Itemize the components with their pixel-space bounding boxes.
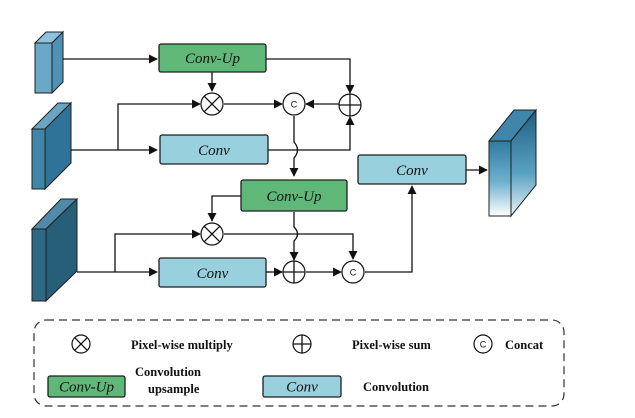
legend-concat-symbol: C xyxy=(480,340,487,350)
concat-op-top: C xyxy=(282,92,306,116)
concat-op-bottom-label: C xyxy=(350,268,357,278)
feature-map-medium xyxy=(30,101,73,191)
connections xyxy=(63,54,488,277)
conv-up-block-top: Conv-Up xyxy=(158,43,267,73)
legend-multiply-label: Pixel-wise multiply xyxy=(131,338,233,352)
conv-up-block-mid-label: Conv-Up xyxy=(267,189,322,205)
legend-conv-up-label-line2: upsample xyxy=(148,382,200,396)
concat-op-top-label: C xyxy=(291,100,298,110)
conv-block-top-label: Conv xyxy=(198,143,230,159)
legend-conv-up-sample-text: Conv-Up xyxy=(59,380,114,396)
conv-up-block-top-label: Conv-Up xyxy=(185,51,240,67)
legend-conv-sample-text: Conv xyxy=(286,380,318,396)
multiply-op-bottom xyxy=(200,222,224,246)
conv-block-top: Conv xyxy=(159,134,269,165)
sum-op-top xyxy=(338,93,362,117)
multiply-op-top xyxy=(200,92,224,116)
legend: Pixel-wise multiply Pixel-wise sum C Con… xyxy=(33,319,565,407)
legend-multiply-icon xyxy=(71,334,91,354)
conv-block-output-label: Conv xyxy=(396,163,428,179)
output-feature-map xyxy=(487,108,538,218)
legend-concat-label: Concat xyxy=(505,338,544,352)
conv-up-block-mid: Conv-Up xyxy=(240,179,348,212)
legend-conv-label: Convolution xyxy=(363,380,429,394)
conv-block-output: Conv xyxy=(357,154,467,185)
legend-conv-up-sample: Conv-Up xyxy=(47,375,126,398)
legend-conv-sample: Conv xyxy=(262,375,342,398)
feature-map-small xyxy=(33,30,65,95)
legend-concat-icon: C xyxy=(473,334,493,354)
concat-op-bottom: C xyxy=(341,260,365,284)
sum-op-bottom xyxy=(282,260,306,284)
conv-block-bottom: Conv xyxy=(158,257,267,288)
legend-sum-icon xyxy=(292,334,312,354)
legend-conv-up-label-line1: Convolution xyxy=(135,365,201,379)
legend-sum-label: Pixel-wise sum xyxy=(352,338,431,352)
conv-block-bottom-label: Conv xyxy=(197,266,229,282)
legend-border xyxy=(33,319,565,407)
feature-map-large xyxy=(30,197,79,303)
